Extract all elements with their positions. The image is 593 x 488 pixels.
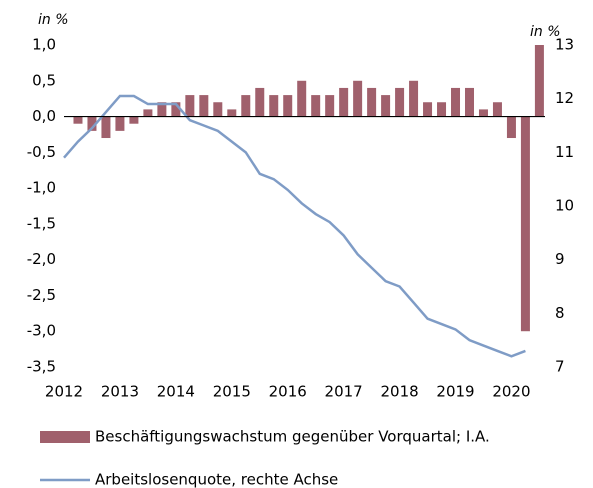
bar: [87, 116, 97, 131]
x-tick-label: 2016: [269, 383, 307, 401]
bar: [437, 102, 447, 117]
bar: [241, 95, 251, 117]
bar: [213, 102, 223, 117]
y2-axis-label: in %: [530, 24, 561, 40]
y-tick-label: -0,5: [27, 143, 56, 161]
bar: [478, 109, 488, 117]
legend-label: Arbeitslosenquote, rechte Achse: [95, 471, 338, 488]
bar: [199, 95, 209, 117]
bar: [520, 116, 530, 332]
y-tick-label: 0,0: [32, 107, 56, 125]
bar: [115, 116, 125, 131]
legend-swatch: [40, 431, 90, 443]
bar: [185, 95, 195, 117]
y-axis-label: in %: [38, 12, 69, 28]
y2-tick-label: 9: [555, 250, 565, 268]
x-tick-label: 2014: [157, 383, 195, 401]
y2-tick-label: 12: [555, 89, 574, 107]
y-tick-label: -3,5: [27, 358, 56, 376]
bar: [395, 87, 405, 117]
x-tick-label: 2012: [45, 383, 83, 401]
bar: [269, 95, 279, 117]
bar: [423, 102, 433, 117]
bar: [143, 109, 153, 117]
bar: [129, 116, 139, 124]
y-tick-label: 0,5: [32, 71, 56, 89]
y2-tick-label: 13: [555, 36, 574, 54]
y2-tick-label: 7: [555, 358, 565, 376]
x-tick-label: 2017: [325, 383, 363, 401]
bar: [367, 87, 377, 117]
y-tick-label: 1,0: [32, 36, 56, 54]
bar: [492, 102, 502, 117]
bar: [353, 80, 363, 117]
y2-tick-label: 10: [555, 197, 574, 215]
bar: [255, 87, 265, 117]
y2-tick-label: 11: [555, 143, 574, 161]
bar: [73, 116, 83, 124]
y-tick-label: -2,5: [27, 286, 56, 304]
bar: [157, 102, 167, 117]
bar: [311, 95, 321, 117]
bar: [534, 45, 544, 117]
bar: [464, 87, 474, 117]
bar: [171, 102, 181, 117]
x-tick-label: 2019: [436, 383, 474, 401]
line: [63, 94, 526, 358]
bar: [101, 116, 111, 139]
x-tick-label: 2018: [380, 383, 418, 401]
y-tick-label: -2,0: [27, 250, 56, 268]
bar: [297, 80, 307, 117]
bar: [451, 87, 461, 117]
bar: [409, 80, 419, 117]
y-tick-label: -1,0: [27, 179, 56, 197]
y-tick-label: -1,5: [27, 214, 56, 232]
x-tick-label: 2013: [101, 383, 139, 401]
bar: [227, 109, 237, 117]
x-tick-label: 2015: [213, 383, 251, 401]
bar: [339, 87, 349, 117]
bar: [381, 95, 391, 117]
bar: [325, 95, 335, 117]
y2-tick-label: 8: [555, 304, 565, 322]
legend-label: Beschäftigungswachstum gegenüber Vorquar…: [95, 428, 490, 446]
y-tick-label: -3,0: [27, 322, 56, 340]
bar: [506, 116, 516, 139]
x-tick-label: 2020: [492, 383, 530, 401]
bar: [283, 95, 293, 117]
